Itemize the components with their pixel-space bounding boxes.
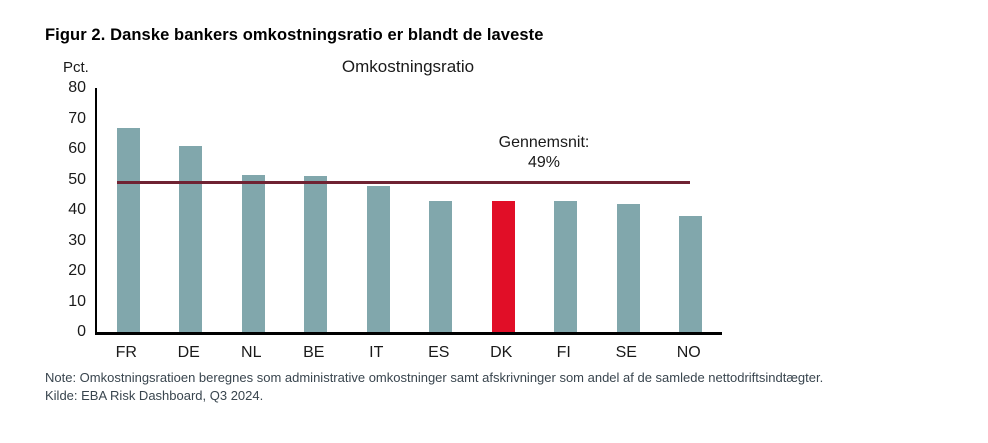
average-annotation-label: Gennemsnit:: [498, 134, 590, 151]
y-axis-tick-label: 10: [68, 292, 86, 310]
x-axis-label-es: ES: [428, 344, 450, 361]
average-annotation: Gennemsnit: 49%: [444, 133, 644, 173]
bar-no: [679, 216, 703, 332]
y-axis-tick-label: 40: [68, 201, 86, 218]
average-line: [117, 181, 690, 185]
y-axis-unit-label: Pct.: [63, 59, 89, 76]
y-axis-tick-label: 60: [68, 140, 86, 157]
bar-be: [304, 176, 328, 332]
x-axis-label-nl: NL: [241, 344, 262, 361]
plot-area: [95, 88, 722, 335]
x-axis-label-dk: DK: [490, 344, 513, 361]
bar-de: [179, 145, 203, 332]
figure-title: Figur 2. Danske bankers omkostningsratio…: [45, 26, 544, 44]
y-axis-tick-label: 50: [68, 170, 86, 188]
chart-title: Omkostningsratio: [341, 57, 475, 76]
x-axis-label-no: NO: [676, 344, 701, 361]
y-axis-tick-label: 20: [68, 262, 86, 279]
y-axis-tick-label: 30: [68, 231, 86, 249]
chart-note: Note: Omkostningsratioen beregnes som ad…: [45, 370, 824, 385]
bar-es: [429, 200, 453, 332]
bar-nl: [241, 174, 265, 332]
bar-dk: [491, 200, 515, 332]
bar-se: [616, 203, 640, 332]
y-axis-tick-label: 80: [68, 79, 86, 96]
x-axis-label-fr: FR: [115, 344, 137, 361]
y-axis-tick-label: 70: [68, 109, 86, 127]
x-axis-label-be: BE: [303, 344, 325, 361]
x-axis-label-se: SE: [615, 344, 637, 361]
bar-it: [366, 185, 390, 332]
bar-fi: [554, 200, 578, 332]
chart-source: Kilde: EBA Risk Dashboard, Q3 2024.: [45, 388, 264, 403]
y-axis-tick-label: 0: [77, 323, 86, 340]
x-axis-labels: FR DE NL BE IT ES DK FI SE NO: [95, 344, 720, 362]
average-annotation-value: 49%: [527, 154, 561, 171]
bar-fr: [116, 127, 140, 332]
x-axis-label-de: DE: [177, 344, 200, 361]
x-axis-label-it: IT: [369, 344, 384, 361]
x-axis-label-fi: FI: [556, 344, 571, 361]
